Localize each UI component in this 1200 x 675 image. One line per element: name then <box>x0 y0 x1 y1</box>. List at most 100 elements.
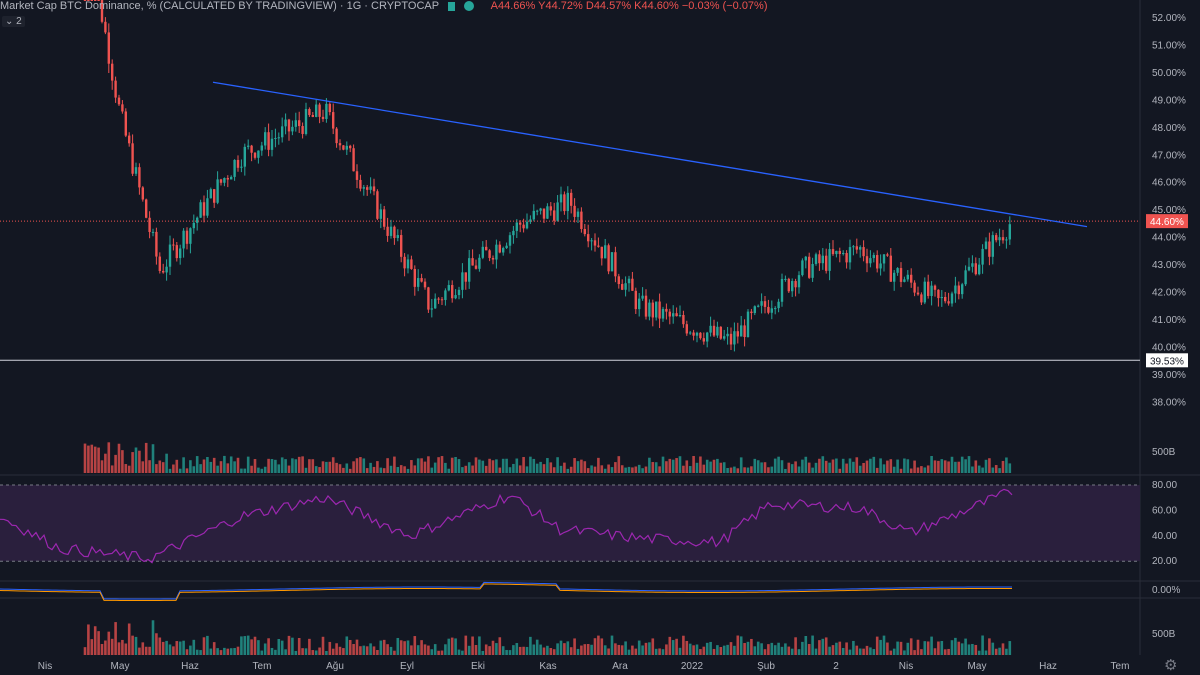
volume-bar <box>739 457 743 473</box>
candle-body <box>362 187 365 189</box>
candle-body <box>682 314 685 325</box>
volume-bar <box>967 644 971 655</box>
volume-bar <box>297 637 301 655</box>
volume-bar <box>668 458 672 473</box>
candle-body <box>260 145 263 151</box>
volume-bar <box>984 459 988 473</box>
gear-icon[interactable]: ⚙ <box>1164 657 1178 674</box>
candle-body <box>447 285 450 291</box>
volume-bar <box>845 463 848 473</box>
candle-body <box>192 222 195 229</box>
volume-bar <box>522 646 525 655</box>
volume-bar <box>889 459 893 473</box>
volume-bar <box>576 461 580 473</box>
volume-bar <box>501 458 505 473</box>
candle-body <box>478 257 481 269</box>
volume-bar <box>348 639 352 655</box>
trendline <box>212 81 1088 228</box>
candle-body <box>702 338 705 342</box>
volume-bar <box>318 647 321 655</box>
volume-bar <box>226 463 230 473</box>
candle-body <box>199 202 202 218</box>
volume-bar <box>331 648 335 655</box>
candle-body <box>923 281 926 303</box>
candle-body <box>869 258 872 264</box>
volume-bar <box>688 466 692 473</box>
candle-body <box>97 0 100 1</box>
volume-bar <box>892 648 896 655</box>
candle-body <box>250 145 253 153</box>
volume-bar <box>138 450 141 473</box>
candle-body <box>896 268 899 273</box>
candle-body <box>770 308 773 313</box>
volume-bar <box>821 456 825 473</box>
volume-bar <box>661 649 665 655</box>
volume-bar <box>926 465 930 473</box>
volume-bar <box>971 643 974 655</box>
volume-bar <box>814 462 818 473</box>
volume-bar <box>773 645 777 655</box>
volume-bar <box>416 458 420 473</box>
volume-bar <box>600 638 604 655</box>
volume-bar <box>886 642 889 655</box>
volume-bar <box>600 465 604 473</box>
volume-bar <box>818 458 821 473</box>
volume-bar <box>712 648 716 655</box>
candle-body <box>321 116 325 119</box>
volume-bar <box>233 648 236 655</box>
candle-body <box>814 254 818 264</box>
time-tick-label: Ara <box>612 661 628 672</box>
volume-bar <box>767 467 770 473</box>
price-tick-label: 40.00% <box>1152 342 1186 353</box>
candle-body <box>389 226 393 236</box>
volume-bar <box>916 639 920 655</box>
volume-bar <box>580 459 583 473</box>
volume-bar <box>699 649 702 655</box>
volume-bar <box>869 647 872 655</box>
volume-bar <box>104 640 107 655</box>
volume-bar <box>933 648 937 655</box>
volume-bar <box>175 459 179 473</box>
volume-bar <box>549 648 553 655</box>
volume-bar <box>117 443 121 473</box>
price-tick-label: 45.00% <box>1152 205 1186 216</box>
volume-bar <box>688 643 692 655</box>
volume-bar <box>610 467 614 473</box>
candle-body <box>379 209 382 219</box>
volume-bar <box>903 650 906 655</box>
volume-bar <box>192 639 196 655</box>
volume-bar <box>484 644 488 655</box>
candle-body <box>576 211 580 217</box>
volume-bar <box>90 444 94 473</box>
candle-body <box>998 237 1001 241</box>
volume-bar <box>869 458 872 473</box>
volume-bar <box>481 460 485 473</box>
candle-body <box>434 298 437 309</box>
candle-body <box>566 192 569 212</box>
candle-body <box>838 250 841 255</box>
volume-bar <box>416 645 420 655</box>
volume-bar <box>821 638 825 655</box>
candle-body <box>910 274 913 283</box>
volume-bar <box>131 635 134 655</box>
candle-body <box>760 301 763 306</box>
visibility-icon[interactable] <box>464 1 475 12</box>
volume-bar <box>209 648 213 655</box>
volume-bar <box>301 456 304 473</box>
volume-bar <box>590 465 593 473</box>
collapse-indicators-button[interactable]: ⌄ 2 <box>2 16 25 27</box>
volume-bar <box>913 460 916 473</box>
candle-body <box>349 145 352 149</box>
current-price-badge-label: 44.60% <box>1150 217 1184 228</box>
candle-body <box>797 275 801 288</box>
volume-bar <box>260 650 264 655</box>
volume-bar <box>654 648 658 655</box>
volume-bar <box>328 641 332 655</box>
price-candles <box>83 0 1011 352</box>
volume-bar <box>777 642 780 655</box>
volume-bar <box>87 624 90 655</box>
volume-bar <box>583 644 587 655</box>
volume-bar <box>916 467 920 473</box>
price-tick-label: 44.00% <box>1152 233 1186 244</box>
